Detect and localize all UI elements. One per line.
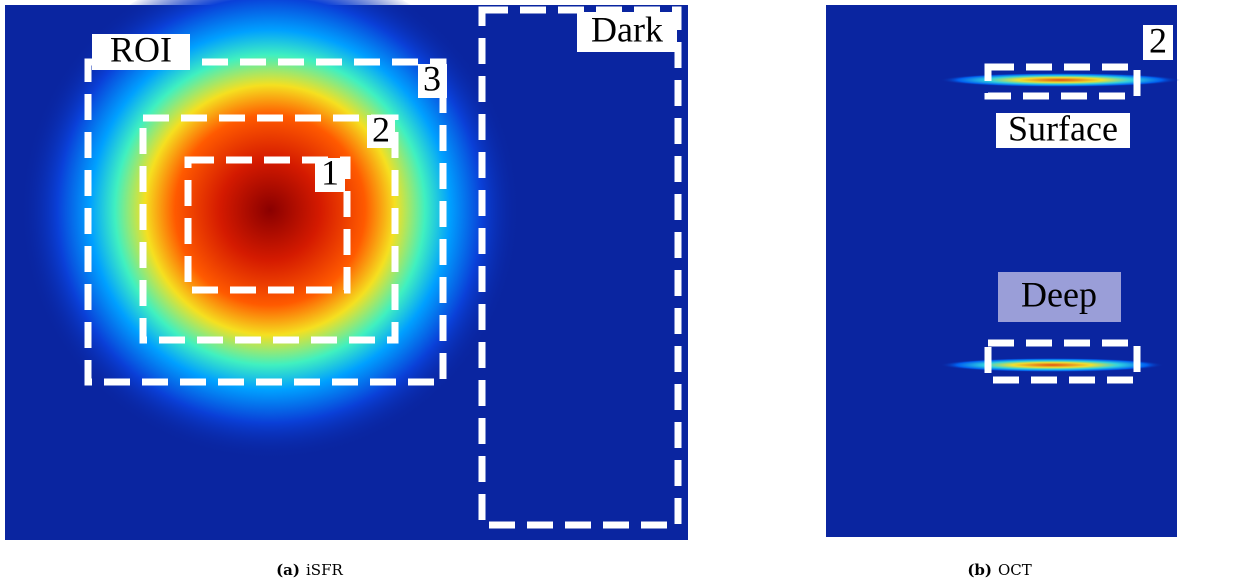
box-label: 1: [321, 152, 339, 192]
caption: OCT: [998, 561, 1032, 579]
deep-signal: [940, 358, 1164, 372]
surface-signal: [940, 73, 1180, 87]
figure: ROI 3 2 1 Dark (a) iSFR 2 Surface Deep (…: [0, 0, 1247, 583]
box-label: 2: [1149, 20, 1167, 60]
box-label: 3: [423, 58, 441, 98]
caption-label: (a): [276, 561, 300, 579]
deep-label: Deep: [1021, 274, 1097, 314]
dark-label: Dark: [591, 9, 663, 49]
caption-label: (b): [967, 561, 992, 579]
roi-label: ROI: [110, 29, 172, 69]
box-label: 2: [372, 109, 390, 149]
surface-label: Surface: [1008, 108, 1118, 148]
caption: iSFR: [306, 561, 343, 579]
